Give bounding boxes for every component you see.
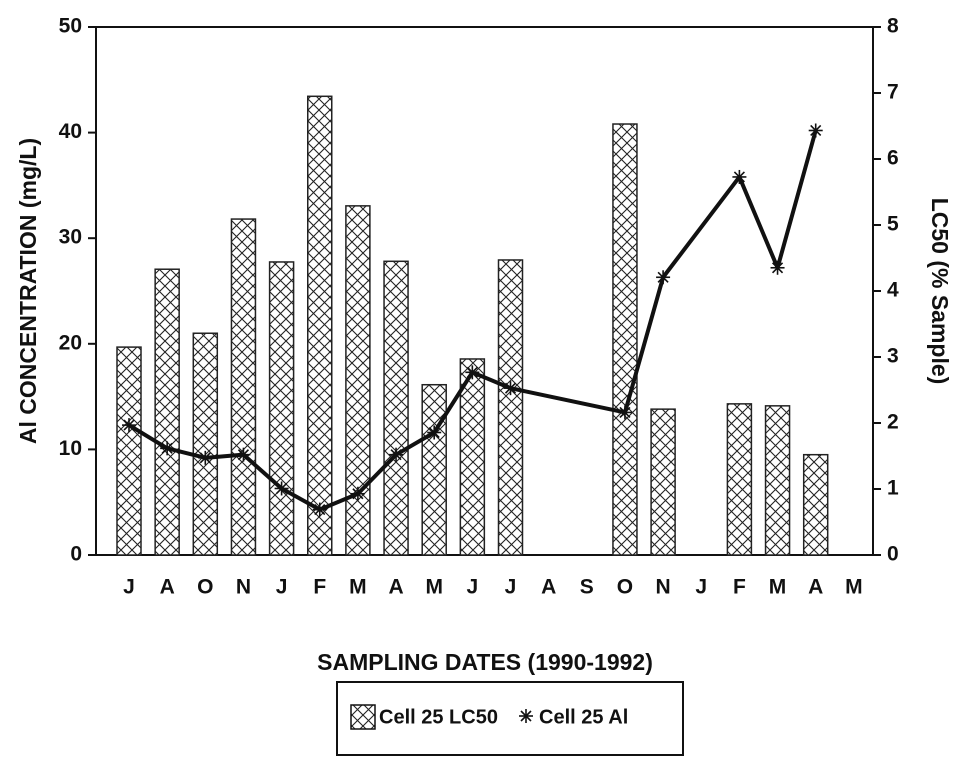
marker [198,450,213,465]
line-segment [241,452,284,491]
bar [230,218,257,556]
legend-marker [519,709,533,723]
y2-tick-label: 2 [887,411,899,434]
bar [268,261,295,556]
line-segment [470,370,513,391]
bar [154,268,180,556]
marker [427,425,442,440]
bar [421,383,447,556]
y2-tick-label: 5 [887,213,899,236]
y-tick-label: 50 [59,15,82,38]
line-segment [432,370,475,435]
x-tick-label: M [349,576,367,599]
x-tick-label: J [695,576,707,599]
bar [459,358,486,556]
line-segment [394,430,437,457]
marker [122,418,136,433]
line-segment [317,491,360,512]
marker [617,405,632,420]
line-segment [775,128,818,270]
x-tick-label: J [505,576,517,599]
legend-label: Cell 25 LC50 [379,706,498,728]
x-tick-label: F [733,576,746,599]
x-tick-label: O [197,576,213,599]
bar [192,332,219,556]
bar [612,123,638,556]
bar [116,346,142,556]
x-tick-label: M [769,576,787,599]
y2-tick-label: 1 [887,477,899,500]
x-tick-label: F [313,576,326,599]
bar [650,408,676,556]
x-tick-label: N [656,576,671,599]
marker [732,169,747,184]
bar [307,95,333,556]
bar [764,405,791,556]
x-tick-label: A [541,576,556,599]
y2-tick-label: 3 [887,345,899,368]
x-tick-label: J [467,576,479,599]
y2-tick-label: 4 [887,279,899,302]
bar [345,205,371,556]
legend-box [336,681,684,756]
x-tick-label: O [617,576,633,599]
x-tick-label: S [580,576,594,599]
marker [274,481,289,496]
line-segment [661,174,742,280]
marker [389,447,404,462]
marker [656,270,671,285]
line-segment [355,452,399,496]
x-axis-title: SAMPLING DATES (1990-1992) [317,649,653,675]
marker [808,123,823,138]
legend-swatch [350,704,376,730]
line-segment [737,174,780,270]
x-tick-label: M [425,576,443,599]
y-axis-title: Al CONCENTRATION (mg/L) [15,138,41,444]
y-tick-label: 30 [59,226,82,249]
line-segment [279,486,322,512]
line-segment [622,275,666,415]
marker [503,381,518,396]
bar [726,403,753,556]
bar [383,260,409,556]
x-tick-label: A [808,576,823,599]
line-segment [508,386,627,415]
y2-axis-title: LC50 (% Sample) [927,198,953,385]
y2-tick-label: 0 [887,543,899,566]
y2-tick-label: 6 [887,147,899,170]
x-tick-label: A [388,576,403,599]
y-tick-label: 20 [59,331,82,354]
marker [770,260,785,275]
y2-tick-label: 7 [887,81,899,104]
y-tick-label: 40 [59,120,82,143]
y-tick-label: 10 [59,437,82,460]
marker [236,447,251,462]
x-tick-label: J [276,576,288,599]
marker [465,365,480,380]
bar [802,453,829,556]
y2-tick-label: 8 [887,15,899,38]
line-segment [127,423,170,451]
x-tick-label: J [123,576,135,599]
marker [350,486,365,501]
x-tick-label: N [236,576,251,599]
marker [160,441,175,456]
legend-label: Cell 25 Al [539,706,628,728]
marker [312,502,327,517]
x-tick-label: A [160,576,175,599]
x-tick-label: M [845,576,863,599]
bar [497,259,524,556]
line-segment [165,446,208,460]
y-tick-label: 0 [70,543,82,566]
